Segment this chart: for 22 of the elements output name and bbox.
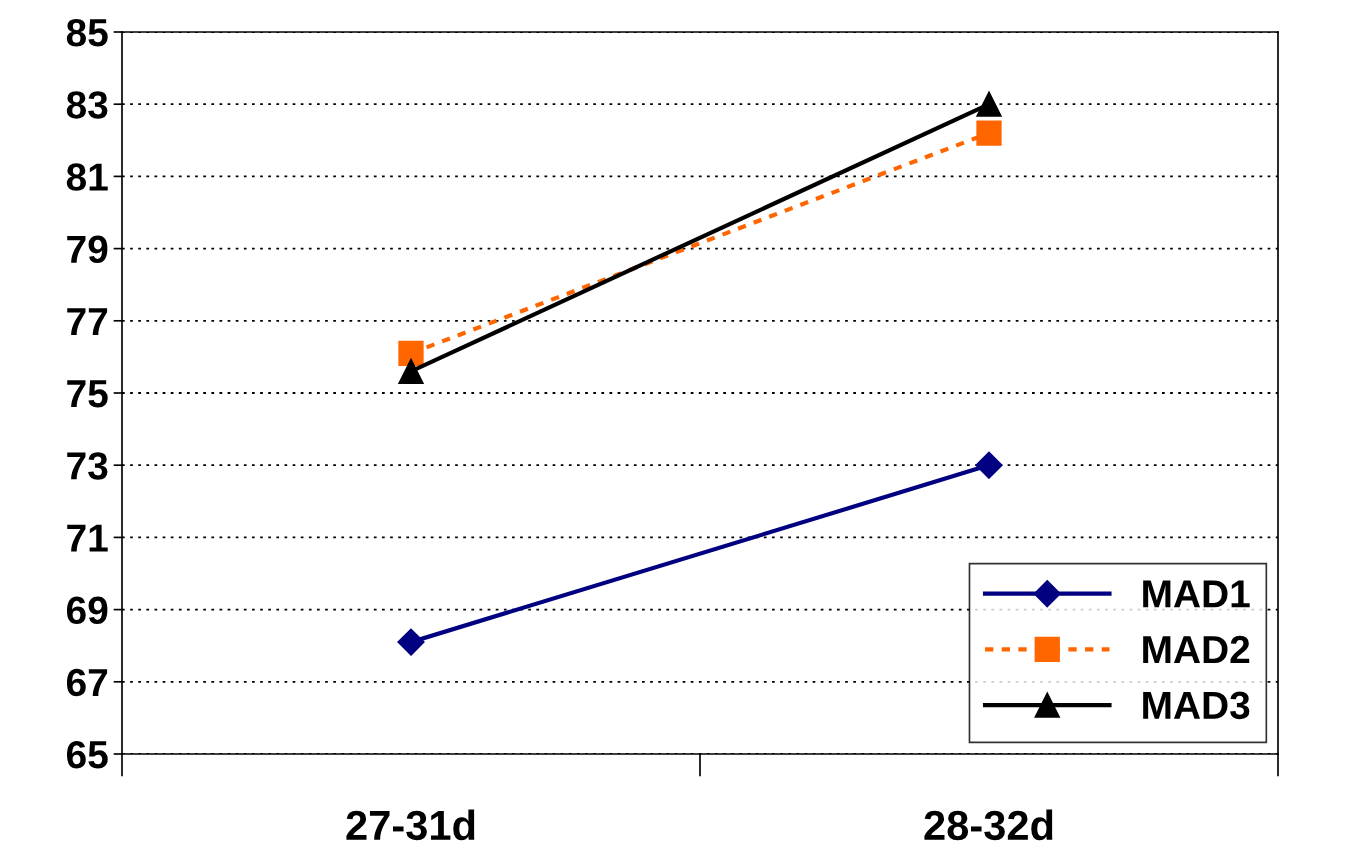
point <box>976 91 1002 117</box>
legend-label: MAD2 <box>1143 635 1250 664</box>
legend-label: MAD3 <box>1143 691 1250 720</box>
point <box>975 451 1003 479</box>
y-tick-label: 75 <box>67 380 108 408</box>
y-tick-label: 77 <box>67 308 108 335</box>
y-tick-label: 69 <box>66 596 108 625</box>
y-tick-label: 67 <box>66 668 108 697</box>
y-tick-label: 81 <box>66 163 108 191</box>
point <box>398 358 424 384</box>
y-tick-label: 65 <box>66 740 108 769</box>
y-tick-label: 83 <box>66 91 108 119</box>
point <box>398 340 424 366</box>
point <box>397 628 425 656</box>
point <box>976 120 1002 146</box>
x-tick-label: 28-32d <box>924 809 1053 841</box>
y-tick-label: 85 <box>66 18 108 47</box>
x-tick-label: 27-31d <box>346 809 475 841</box>
y-tick-label: 73 <box>67 452 108 480</box>
y-tick-label: 79 <box>67 235 108 264</box>
y-tick-label: 71 <box>67 524 108 552</box>
legend-label: MAD1 <box>1143 580 1250 608</box>
